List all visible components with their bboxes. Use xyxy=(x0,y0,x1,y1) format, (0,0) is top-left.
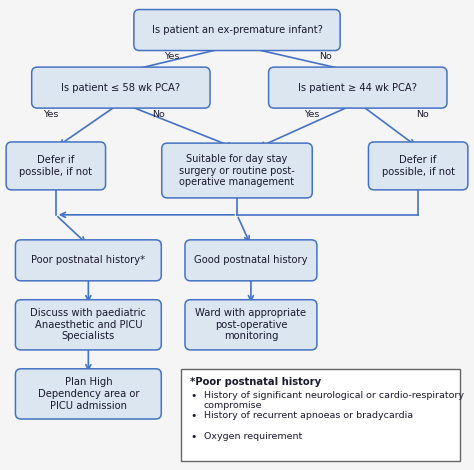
Text: History of recurrent apnoeas or bradycardia: History of recurrent apnoeas or bradycar… xyxy=(203,411,413,420)
Text: *Poor postnatal history: *Poor postnatal history xyxy=(190,377,321,387)
Text: Defer if
possible, if not: Defer if possible, if not xyxy=(382,155,455,177)
Text: Ward with appropriate
post-operative
monitoring: Ward with appropriate post-operative mon… xyxy=(195,308,307,341)
FancyBboxPatch shape xyxy=(16,369,161,419)
Text: Is patient ≥ 44 wk PCA?: Is patient ≥ 44 wk PCA? xyxy=(298,83,417,93)
FancyBboxPatch shape xyxy=(16,300,161,350)
Text: Suitable for day stay
surgery or routine post-
operative management: Suitable for day stay surgery or routine… xyxy=(179,154,295,187)
Text: Good postnatal history: Good postnatal history xyxy=(194,255,308,266)
Text: Discuss with paediatric
Anaesthetic and PICU
Specialists: Discuss with paediatric Anaesthetic and … xyxy=(30,308,146,341)
Text: Yes: Yes xyxy=(304,110,319,118)
Text: History of significant neurological or cardio-respiratory compromise: History of significant neurological or c… xyxy=(203,391,464,410)
Text: •: • xyxy=(191,391,197,401)
Text: Is patient ≤ 58 wk PCA?: Is patient ≤ 58 wk PCA? xyxy=(61,83,181,93)
Text: •: • xyxy=(191,411,197,422)
Text: No: No xyxy=(417,110,429,118)
FancyBboxPatch shape xyxy=(368,142,468,190)
FancyBboxPatch shape xyxy=(181,368,460,461)
Text: No: No xyxy=(319,52,332,61)
FancyBboxPatch shape xyxy=(6,142,106,190)
Text: Plan High
Dependency area or
PICU admission: Plan High Dependency area or PICU admiss… xyxy=(37,377,139,410)
FancyBboxPatch shape xyxy=(32,67,210,108)
Text: •: • xyxy=(191,432,197,442)
FancyBboxPatch shape xyxy=(134,9,340,51)
Text: Yes: Yes xyxy=(44,110,59,118)
Text: Poor postnatal history*: Poor postnatal history* xyxy=(31,255,146,266)
FancyBboxPatch shape xyxy=(185,300,317,350)
Text: Defer if
possible, if not: Defer if possible, if not xyxy=(19,155,92,177)
FancyBboxPatch shape xyxy=(269,67,447,108)
Text: No: No xyxy=(152,110,164,118)
Text: Oxygen requirement: Oxygen requirement xyxy=(203,432,302,441)
Text: Is patient an ex-premature infant?: Is patient an ex-premature infant? xyxy=(152,25,322,35)
FancyBboxPatch shape xyxy=(16,240,161,281)
FancyBboxPatch shape xyxy=(185,240,317,281)
Text: Yes: Yes xyxy=(164,52,180,61)
FancyBboxPatch shape xyxy=(162,143,312,198)
